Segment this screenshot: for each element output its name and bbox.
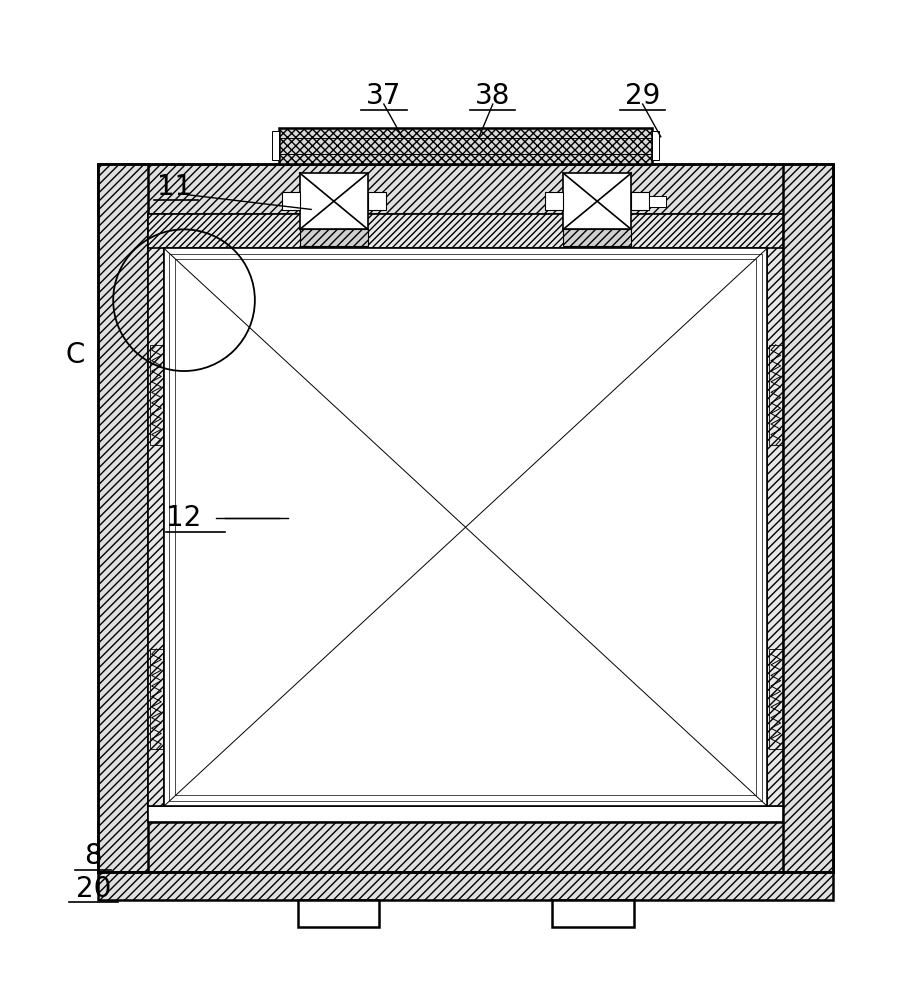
Bar — [149, 345, 163, 445]
Bar — [170, 254, 762, 801]
Bar — [281, 192, 300, 210]
Bar — [767, 214, 784, 822]
Text: 11: 11 — [158, 173, 193, 201]
Bar — [298, 900, 379, 927]
Bar — [279, 128, 652, 164]
Bar — [98, 872, 833, 900]
Text: C: C — [65, 341, 85, 369]
Bar — [300, 229, 368, 246]
Bar — [368, 192, 386, 210]
Bar — [784, 164, 833, 872]
Bar — [148, 214, 784, 248]
Bar — [545, 192, 563, 210]
Text: 29: 29 — [625, 82, 660, 110]
Bar — [98, 164, 148, 872]
Text: 38: 38 — [475, 82, 511, 110]
Bar — [98, 164, 833, 872]
Text: 37: 37 — [366, 82, 401, 110]
Text: 8: 8 — [85, 842, 102, 870]
Bar — [300, 173, 368, 229]
Bar — [652, 131, 659, 160]
Bar — [148, 806, 784, 822]
Text: 20: 20 — [76, 875, 111, 903]
Bar — [148, 214, 164, 822]
Bar — [551, 900, 633, 927]
Bar — [769, 345, 783, 445]
Bar — [149, 649, 163, 749]
Bar — [632, 192, 649, 210]
Bar — [769, 649, 783, 749]
Bar — [563, 173, 632, 229]
Bar — [164, 248, 767, 806]
Bar — [649, 196, 666, 207]
Text: 12: 12 — [166, 504, 202, 532]
Bar — [272, 131, 279, 160]
Bar — [563, 229, 632, 246]
Bar — [175, 259, 756, 795]
Bar — [98, 164, 833, 214]
Bar — [98, 822, 833, 872]
